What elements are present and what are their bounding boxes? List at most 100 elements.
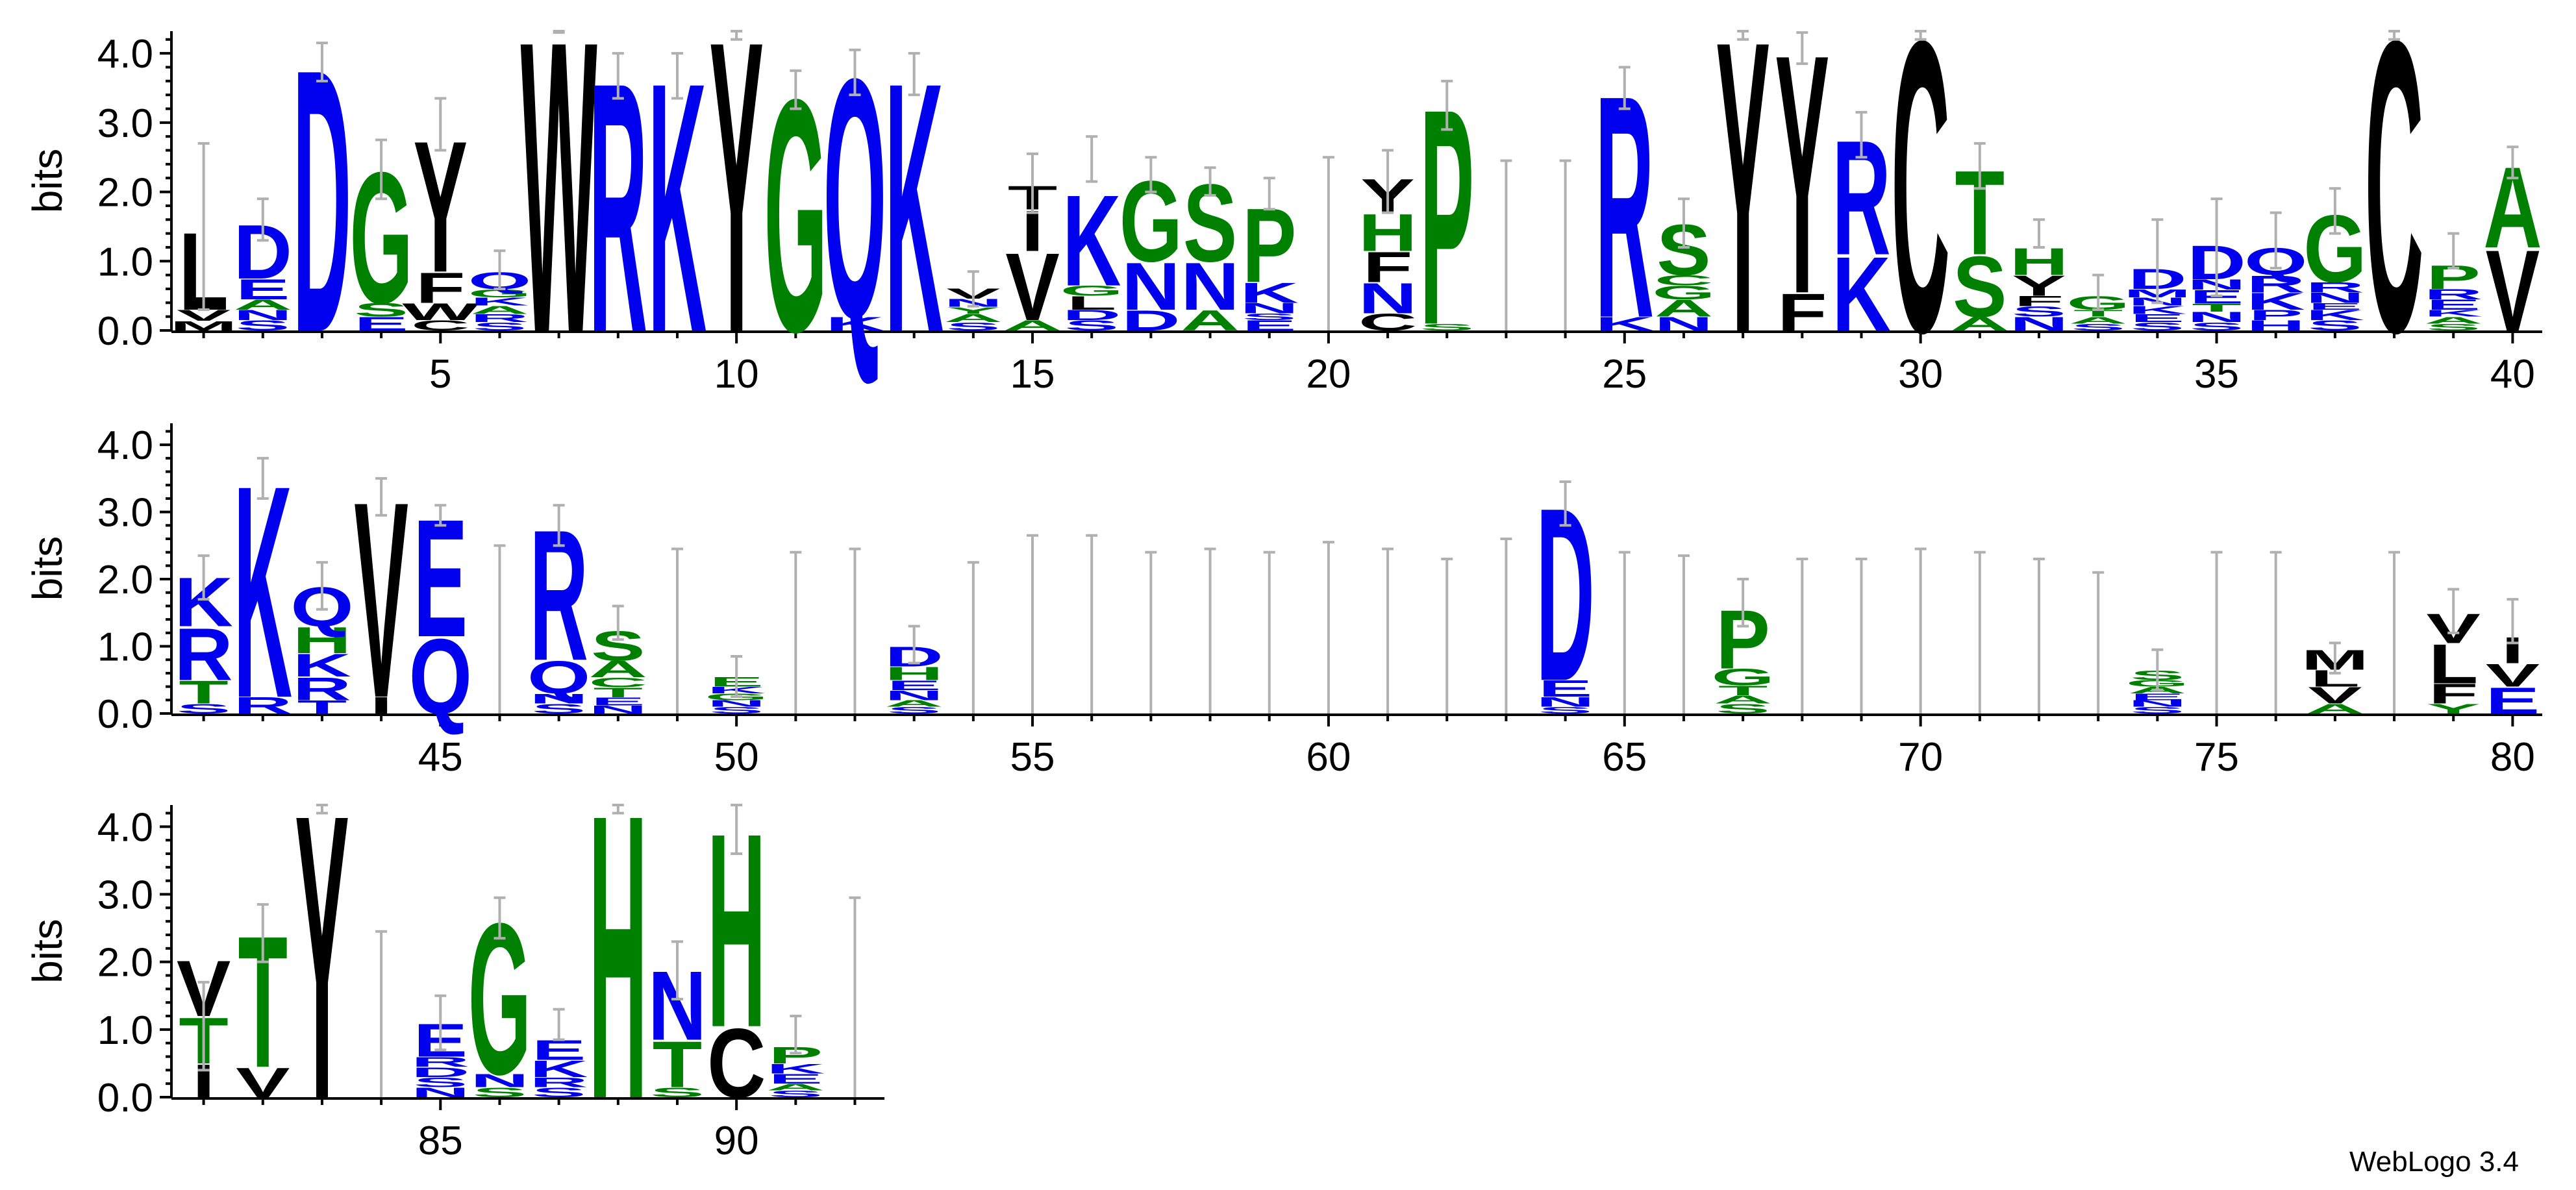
y-tick-label: 1.0 <box>97 240 153 284</box>
logo-letter: T <box>2073 308 2123 319</box>
logo-letter: F <box>416 264 465 312</box>
logo-letter: H <box>2247 317 2305 334</box>
logo-letter: R <box>529 1074 588 1090</box>
logo-letter: F <box>2014 293 2064 310</box>
logo-letter: N <box>885 688 944 703</box>
logo-letter: R <box>2306 280 2364 296</box>
logo-letter: T <box>2192 301 2241 314</box>
logo-column-4: ESG <box>349 133 412 343</box>
logo-column-61 <box>1382 547 1394 713</box>
logo-letter: H <box>293 619 351 661</box>
logo-letter: E <box>2486 680 2540 721</box>
logo-column-59 <box>1263 551 1275 713</box>
logo-letter: C <box>2365 0 2423 419</box>
logo-column-68 <box>1796 558 1808 713</box>
logo-column-22: SP <box>1420 45 1474 389</box>
logo-letter: K <box>2306 307 2365 323</box>
y-tick-label: 3.0 <box>97 491 153 536</box>
logo-letter: Y <box>2427 701 2481 717</box>
logo-letter: N <box>1181 249 1239 325</box>
logo-letter: A <box>1655 295 1713 321</box>
logo-column-10: Y <box>709 0 763 419</box>
logo-letter: K <box>1595 314 1654 335</box>
logo-letter: N <box>1121 249 1180 325</box>
logo-letter: N <box>707 699 766 709</box>
logo-letter: S <box>887 705 941 715</box>
logo-column-58 <box>1204 547 1216 713</box>
logo-letter: S <box>2012 304 2066 320</box>
logo-letter: T <box>1718 683 1768 699</box>
logo-letter: A <box>1714 693 1772 706</box>
logo-letter: K <box>766 1061 825 1076</box>
logo-column-13: K <box>885 9 944 406</box>
logo-column-20 <box>1322 156 1334 330</box>
logo-letter: Y <box>709 0 763 419</box>
x-tick-label: 30 <box>1898 352 1943 397</box>
logo-column-71 <box>1973 551 1986 713</box>
logo-letter: S <box>650 1085 704 1100</box>
logo-letter: L <box>1067 293 1116 314</box>
logo-letter: S <box>236 317 290 334</box>
logo-column-29: KR <box>1832 107 1890 353</box>
y-tick-label: 4.0 <box>97 423 153 468</box>
logo-letter: N <box>529 691 588 706</box>
logo-letter: Y <box>1716 0 1769 419</box>
logo-letter: Y <box>295 730 349 1184</box>
logo-letter: S <box>946 320 1000 333</box>
logo-letter: E <box>769 1071 823 1087</box>
logo-letter: C <box>1655 273 1713 289</box>
logo-letter: A <box>2424 315 2482 326</box>
logo-letter: S <box>1538 705 1592 715</box>
logo-letter: A <box>2306 701 2364 717</box>
logo-letter: S <box>1065 317 1119 334</box>
logo-column-28: FY <box>1775 0 1829 366</box>
logo-letter: V <box>1005 234 1059 341</box>
x-tick-label: 10 <box>714 352 759 397</box>
logo-letter: H <box>589 730 647 1184</box>
logo-letter: G <box>1060 283 1123 299</box>
logo-letter: K <box>2247 288 2305 315</box>
logo-letter: D <box>1062 307 1121 323</box>
logo-column-54 <box>967 561 979 713</box>
logo-letter: M <box>170 318 238 333</box>
logo-letter: A <box>944 312 1003 325</box>
logo-column-72 <box>2033 558 2045 713</box>
logo-letter: A <box>1181 304 1239 337</box>
logo-letter: I <box>370 693 393 719</box>
logo-letter: K <box>1832 234 1890 353</box>
logo-column-8: R <box>589 9 647 406</box>
logo-letter: N <box>2010 314 2068 335</box>
logo-letter: V <box>236 1060 290 1106</box>
logo-column-44: IV <box>354 445 408 757</box>
logo-column-51 <box>790 551 802 713</box>
logo-letter: F <box>1363 243 1412 291</box>
y-tick-label: 0.0 <box>97 1076 153 1121</box>
logo-column-49 <box>671 547 683 713</box>
x-tick-label: 40 <box>2490 352 2535 397</box>
logo-letter: S <box>2131 705 2184 715</box>
logo-letter: S <box>1716 701 1769 717</box>
logo-letter: R <box>411 1054 469 1070</box>
logo-letter: R <box>2424 286 2482 303</box>
logo-column-86: SNG <box>468 878 531 1120</box>
logo-column-92 <box>849 896 861 1097</box>
logo-column-88: H <box>589 730 647 1184</box>
logo-letter: T <box>297 697 347 717</box>
logo-letter: G <box>1652 282 1715 304</box>
logo-letter: A <box>234 297 292 313</box>
logo-column-3: D <box>293 0 351 410</box>
logo-letter: N <box>1536 694 1594 710</box>
logo-column-12: KQ <box>823 8 886 390</box>
